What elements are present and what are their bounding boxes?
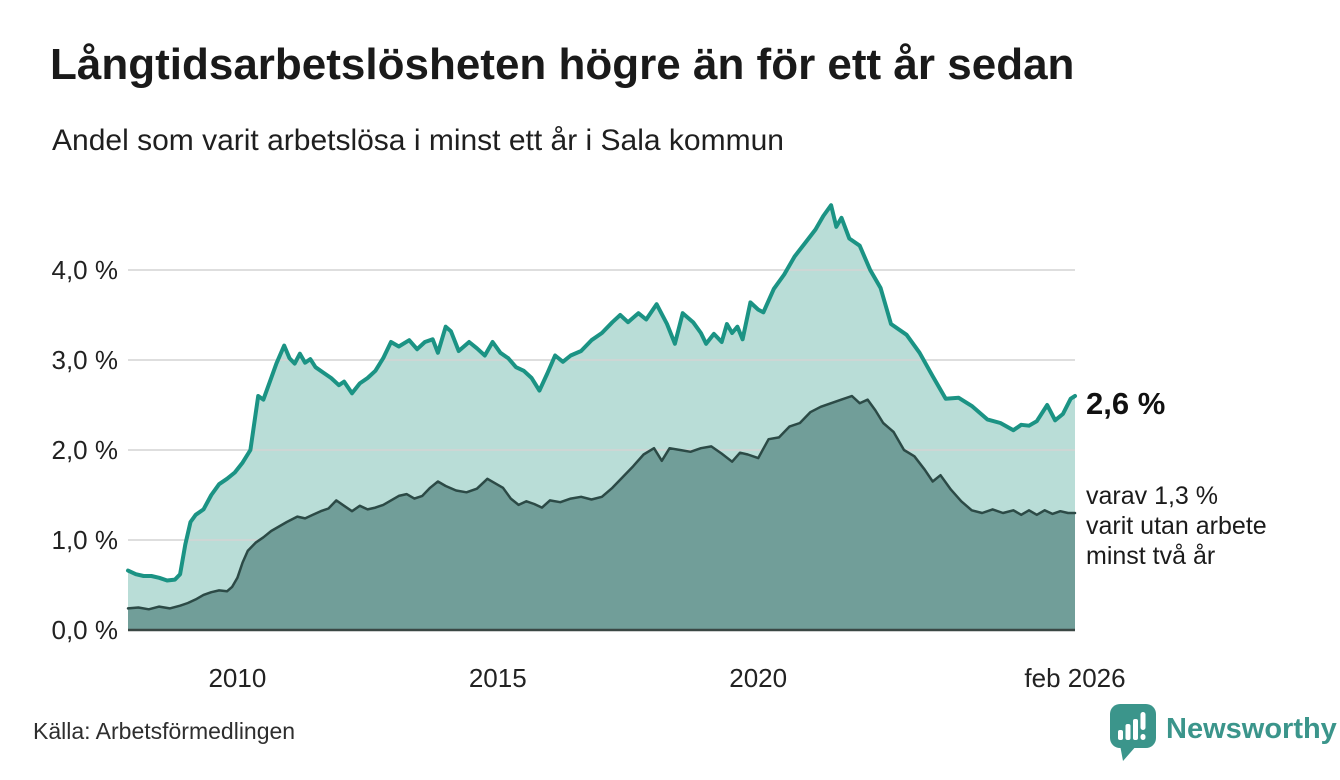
page-subtitle: Andel som varit arbetslösa i minst ett å…: [52, 124, 784, 157]
area-minst-tva-ar: [128, 396, 1075, 630]
newsworthy-badge-icon: [1110, 704, 1156, 761]
secondary-annotation-line-2: varit utan arbete: [1086, 512, 1267, 540]
secondary-annotation-line-1: varav 1,3 %: [1086, 482, 1219, 510]
y-tick-label: 2,0 %: [52, 435, 119, 465]
secondary-annotation-line-3: minst två år: [1086, 542, 1216, 570]
y-tick-label: 0,0 %: [52, 615, 119, 645]
line-minst-ett-ar: [126, 203, 1077, 583]
x-tick-label: 2020: [729, 663, 787, 693]
x-tick-label: feb 2026: [1024, 663, 1125, 693]
latest-value-label: 2,6 %: [1086, 386, 1166, 421]
x-tick-label: 2015: [469, 663, 527, 693]
x-tick-label: 2010: [208, 663, 266, 693]
y-tick-label: 3,0 %: [52, 345, 119, 375]
secondary-annotation: varav 1,3 % varit utan arbete minst två …: [1086, 481, 1267, 571]
y-tick-label: 1,0 %: [52, 525, 119, 555]
page-title: Långtidsarbetslösheten högre än för ett …: [50, 40, 1075, 89]
newsworthy-logo-text: Newsworthy: [1166, 712, 1337, 745]
newsworthy-logo: Newsworthy: [1110, 704, 1337, 762]
line-minst-tva-ar: [126, 394, 1077, 611]
y-tick-label: 4,0 %: [52, 255, 119, 285]
source-label: Källa: Arbetsförmedlingen: [33, 718, 296, 744]
